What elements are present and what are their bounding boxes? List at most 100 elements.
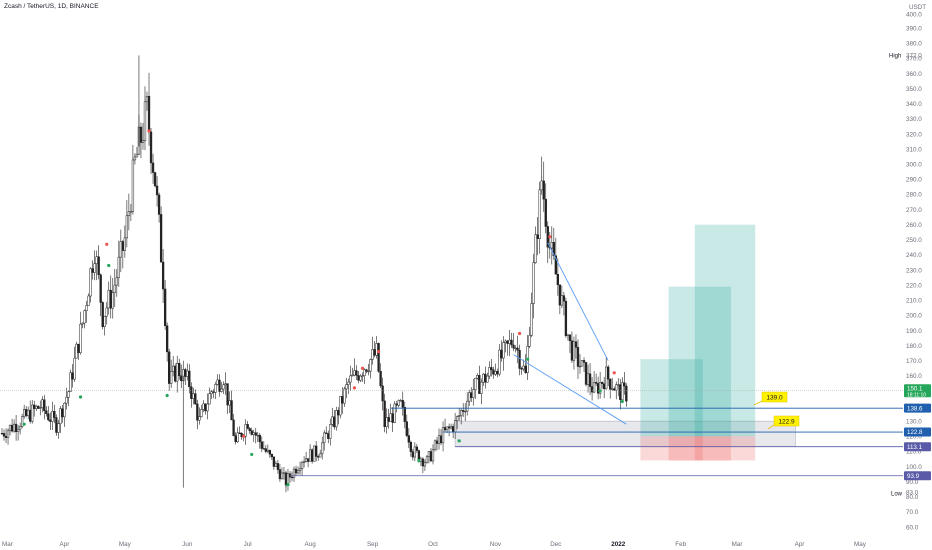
candle-body [596, 383, 600, 394]
candle-body [272, 456, 276, 467]
candle-body [77, 343, 80, 353]
candle-body [518, 350, 521, 369]
candle-body [522, 365, 525, 370]
candle-body [486, 375, 489, 383]
candle-body [323, 432, 326, 444]
candle-body [41, 399, 44, 408]
candle-body [23, 409, 26, 417]
candle-body [258, 434, 261, 443]
level-tag-3 [904, 471, 931, 481]
candle-body [180, 375, 183, 382]
candle-body [246, 424, 249, 429]
candle-body [302, 461, 306, 463]
candle-body [339, 396, 342, 416]
candle-body [202, 403, 205, 410]
candle-body [395, 403, 398, 406]
level-tag-0 [904, 403, 931, 413]
candle-body [365, 369, 368, 372]
candle-body [359, 375, 362, 381]
candle-body [534, 234, 537, 263]
candle-body [462, 410, 465, 412]
chart-title: Zcash / TetherUS, 1D, BINANCE [4, 3, 99, 10]
candle-body [605, 366, 608, 390]
candle-body [496, 371, 499, 375]
candle-body [107, 289, 110, 309]
level-tag-0-text: 138.6 [907, 405, 923, 412]
candle-body [514, 347, 517, 350]
candle-body [530, 303, 533, 336]
candle-body [109, 289, 112, 309]
candle-body [49, 419, 52, 422]
candle-body [369, 359, 372, 372]
candle-body [55, 417, 58, 433]
candle-body [83, 310, 86, 324]
candle-body [300, 462, 304, 470]
candle-body [238, 432, 241, 434]
candle-body [455, 416, 459, 421]
candle-body [488, 367, 491, 377]
candle-body [4, 435, 8, 438]
axis-tick-label: 130.0 [906, 418, 922, 425]
candle-body [393, 403, 396, 423]
time-axis-label: Dec [550, 541, 561, 548]
candle-body [204, 403, 207, 412]
candle-body [35, 405, 38, 409]
candle-body [133, 156, 137, 161]
candle-body [29, 409, 32, 422]
sell-signal-icon [377, 350, 381, 354]
candle-body [433, 440, 437, 451]
candle-body [73, 357, 76, 380]
candle-body [427, 451, 431, 457]
candle-body [232, 419, 235, 436]
time-axis-label: Apr [795, 541, 805, 548]
candle-body [262, 448, 265, 450]
candle-body [12, 423, 16, 432]
level-tag-2-text: 113.1 [907, 444, 923, 451]
candle-body [93, 263, 96, 273]
price-axis-bg [903, 0, 932, 550]
candle-body [484, 373, 487, 383]
position-stop-1 [668, 436, 732, 461]
candle-body [8, 424, 12, 431]
candle-body [391, 413, 394, 423]
candle-body [508, 339, 511, 344]
candle-body [425, 456, 429, 463]
candle-body [337, 410, 340, 416]
candle-body [210, 391, 213, 394]
axis-tick-label: 180.0 [906, 343, 922, 350]
current-price-tag-countdown: 18:11:10 [907, 392, 926, 398]
candle-body [278, 469, 282, 480]
candle-body [413, 446, 417, 458]
candle-body [468, 392, 471, 402]
candle-body [71, 372, 74, 380]
candle-body [540, 180, 543, 191]
candle-body [383, 400, 386, 427]
candle-body [381, 385, 384, 402]
candle-body [252, 432, 255, 435]
candle-body [371, 349, 374, 360]
candle-body [176, 362, 179, 382]
candle-body [544, 198, 547, 227]
candle-body [568, 334, 572, 342]
callout-pointer-1 [767, 424, 775, 430]
candle-body [556, 273, 559, 286]
candle-body [63, 402, 66, 418]
candle-body [625, 385, 628, 402]
candle-body [151, 162, 155, 173]
candle-body [228, 400, 231, 406]
candle-body [129, 211, 133, 213]
candle-body [256, 434, 259, 437]
candle-body [538, 189, 541, 239]
candle-body [172, 365, 175, 372]
candle-body [613, 388, 616, 391]
trendline-0 [547, 242, 609, 361]
candle-body [552, 241, 555, 256]
axis-tick-label: 200.0 [906, 313, 922, 320]
candle-body [298, 468, 302, 471]
candle-body [139, 126, 143, 143]
candle-body [69, 372, 72, 392]
candle-body [248, 428, 251, 431]
candle-body [574, 341, 578, 348]
